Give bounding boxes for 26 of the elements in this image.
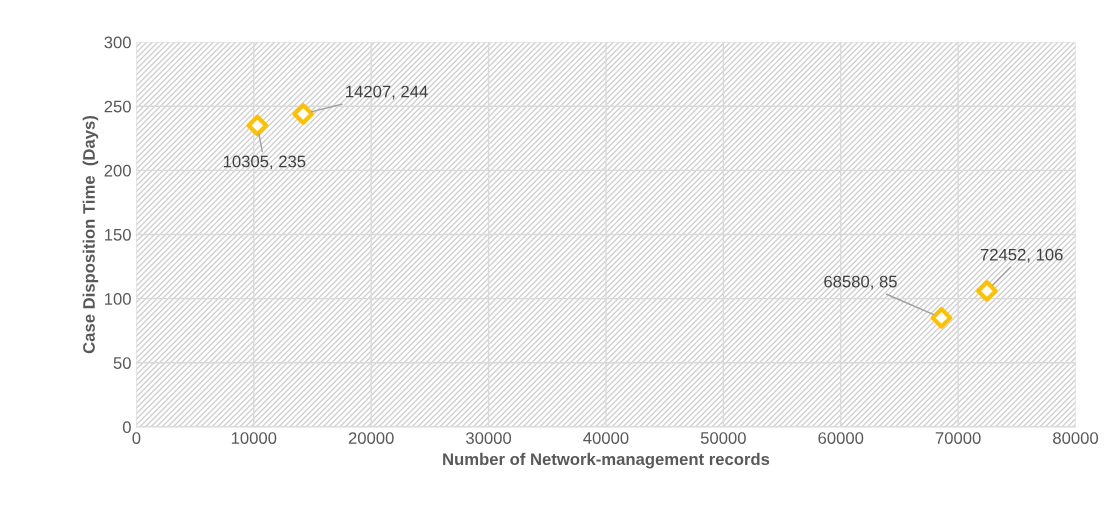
x-tick-label: 60000 bbox=[818, 432, 864, 444]
data-label: 14207, 244 bbox=[346, 85, 428, 100]
y-tick-label: 100 bbox=[105, 293, 131, 305]
point bbox=[976, 280, 998, 302]
x-tick-label: 70000 bbox=[935, 432, 981, 444]
x-tick-label: 10000 bbox=[231, 432, 277, 444]
x-tick-label: 50000 bbox=[700, 432, 746, 444]
data-label: 72452, 106 bbox=[980, 248, 1063, 263]
y-tick-label: 50 bbox=[113, 357, 131, 369]
x-tick-label: 20000 bbox=[348, 432, 394, 444]
y-tick-label: 300 bbox=[104, 36, 131, 49]
y-tick-label: 200 bbox=[104, 164, 131, 177]
point bbox=[292, 103, 315, 125]
data-label: 10305, 235 bbox=[223, 155, 306, 170]
point bbox=[246, 114, 269, 137]
x-tick-label: 40000 bbox=[583, 432, 629, 444]
y-tick-label: 250 bbox=[104, 100, 131, 113]
point bbox=[930, 307, 953, 329]
data-label: 68580, 85 bbox=[824, 275, 897, 290]
x-tick-label: 30000 bbox=[466, 432, 512, 444]
x-tick-label: 80000 bbox=[1053, 432, 1099, 444]
y-tick-label: 0 bbox=[122, 421, 131, 434]
y-axis-title: Case Disposition Time (Days) bbox=[82, 116, 99, 354]
x-axis-title: Number of Network-management records bbox=[443, 452, 770, 469]
x-tick-label: 0 bbox=[132, 432, 141, 444]
y-tick-label: 150 bbox=[105, 228, 131, 241]
